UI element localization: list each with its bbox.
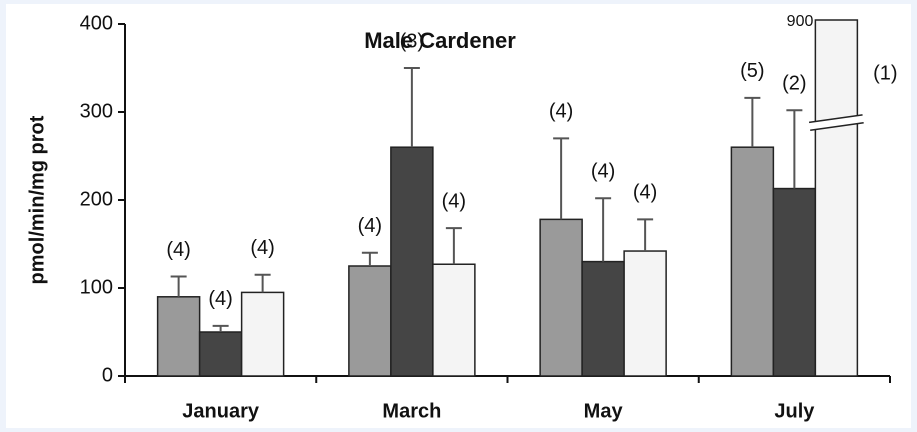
axis-break xyxy=(808,114,863,124)
y-tick-label: 200 xyxy=(80,188,113,210)
bar xyxy=(348,265,392,377)
bar xyxy=(623,250,667,377)
y-tick-label: 0 xyxy=(102,364,113,386)
n-label: (5) xyxy=(740,60,764,82)
n-label: (4) xyxy=(166,239,190,261)
bar xyxy=(772,187,817,377)
y-tick-label: 400 xyxy=(80,12,113,34)
n-label: (4) xyxy=(358,215,382,237)
bar xyxy=(240,291,285,377)
bar xyxy=(198,331,243,377)
bar xyxy=(390,146,434,377)
x-tick-label: March xyxy=(382,400,441,422)
n-label: (4) xyxy=(591,161,615,183)
bar xyxy=(539,218,583,377)
n-label: (4) xyxy=(442,190,466,212)
axis-break xyxy=(810,122,864,132)
n-label: (4) xyxy=(250,237,274,259)
bar xyxy=(432,263,476,377)
x-tick-label: May xyxy=(584,400,624,422)
n-label: (4) xyxy=(549,101,573,123)
n-label: (1) xyxy=(873,62,897,84)
bar xyxy=(730,146,775,377)
bar xyxy=(156,296,201,377)
value-label: 900 xyxy=(787,13,814,30)
n-label: (4) xyxy=(633,182,657,204)
x-tick-label: July xyxy=(774,400,815,422)
x-tick-label: January xyxy=(182,400,260,422)
y-tick-label: 100 xyxy=(80,276,113,298)
bar xyxy=(581,260,625,377)
chart-title: Male Cardener xyxy=(364,28,516,53)
n-label: (4) xyxy=(208,288,232,310)
n-label: (3) xyxy=(400,30,424,52)
y-axis-label: pmol/min/mg prot xyxy=(26,115,48,284)
y-tick-label: 300 xyxy=(80,100,113,122)
axis-break-gap xyxy=(809,114,864,131)
bar xyxy=(814,19,859,377)
n-label: (2) xyxy=(782,73,806,95)
